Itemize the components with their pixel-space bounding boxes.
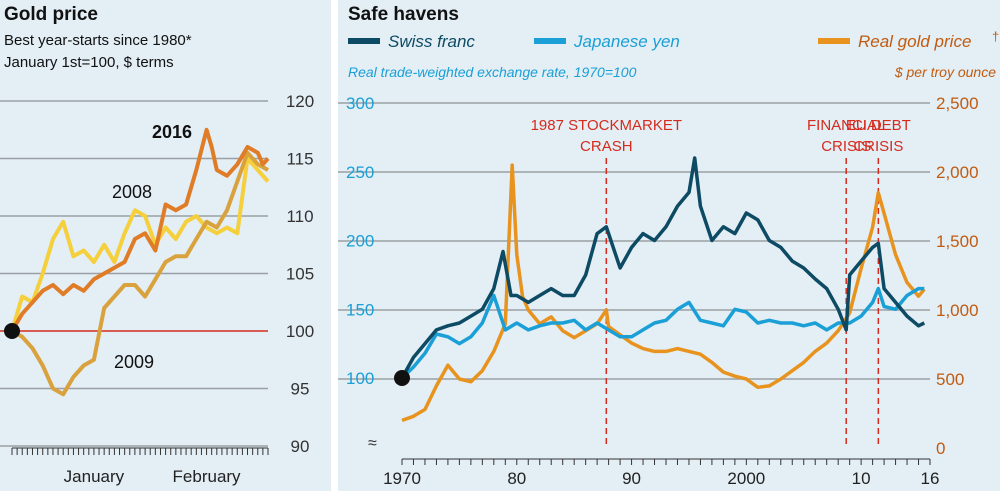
gold-price-subtitle-line1: Best year-starts since 1980* [4, 32, 192, 49]
right-axis-note: $ per troy ounce [894, 64, 996, 80]
legend-label: Real gold price [858, 32, 971, 51]
safe-series-line [400, 156, 926, 379]
safe-havens-chart: Safe havens Swiss franc Japanese yen Real … [338, 4, 999, 488]
legend-label: Swiss franc [388, 32, 475, 51]
gold-series-line [10, 127, 270, 333]
safe-havens-title: Safe havens [348, 4, 459, 25]
gold-y-tick-label: 100 [286, 322, 314, 341]
safe-series-line [400, 286, 925, 380]
gold-series-label: 2016 [152, 122, 192, 142]
safe-x-tick-label: 16 [921, 469, 940, 488]
safe-havens-panel: Safe havens Swiss franc Japanese yen Real … [338, 0, 1000, 491]
gold-price-title: Gold price [4, 4, 98, 25]
legend-label: Japanese yen [573, 32, 680, 51]
left-y-tick-label: 150 [346, 300, 374, 319]
gold-series-line [11, 150, 269, 397]
gold-series-line [10, 156, 270, 332]
left-y-tick-label: 100 [346, 369, 374, 388]
left-y-tick-label: 300 [346, 94, 374, 113]
right-y-tick-label: 0 [936, 439, 945, 458]
right-y-tick-label: 2,500 [936, 94, 979, 113]
gold-price-origin-dot [4, 323, 20, 339]
left-axis-note: Real trade-weighted exchange rate, 1970=… [348, 64, 637, 80]
gold-y-tick-label: 105 [286, 265, 314, 284]
legend-swatch [534, 38, 566, 44]
event-label-line2: CRISIS [821, 138, 871, 155]
safe-x-tick-label: 10 [852, 469, 871, 488]
gold-x-tick-label: January [64, 467, 125, 486]
gold-series-label: 2008 [112, 182, 152, 202]
right-y-tick-label: 2,000 [936, 163, 979, 182]
gold-price-panel: Gold price Best year-starts since 1980* … [0, 0, 331, 491]
legend-swatch [818, 38, 850, 44]
gold-y-tick-label: 110 [286, 207, 313, 226]
right-y-tick-label: 1,000 [936, 301, 979, 320]
gold-y-tick-label: 90 [291, 437, 310, 456]
event-label-line1: 1987 STOCKMARKET [531, 117, 682, 134]
legend-dagger: † [992, 29, 999, 44]
event-label-line2: CRASH [580, 138, 633, 155]
left-y-tick-label: 200 [346, 232, 374, 251]
gold-y-tick-label: 95 [291, 380, 310, 399]
event-label-line1: FINANCIAL [807, 117, 885, 134]
safe-havens-origin-dot [394, 370, 410, 386]
gold-y-tick-label: 120 [286, 92, 314, 111]
right-y-tick-label: 1,500 [936, 232, 979, 251]
safe-x-tick-label: 90 [622, 469, 641, 488]
event-label-line1: EU DEBT [846, 117, 911, 134]
safe-x-tick-label: 2000 [727, 469, 765, 488]
gold-price-subtitle-line2: January 1st=100, $ terms [4, 54, 174, 71]
gold-series-label: 2009 [114, 352, 154, 372]
legend-swatch [348, 38, 380, 44]
gold-price-chart: Gold price Best year-starts since 1980* … [0, 4, 314, 486]
axis-break-symbol: ≈ [368, 435, 377, 452]
safe-x-tick-label: 80 [507, 469, 526, 488]
gold-y-tick-label: 115 [286, 150, 313, 169]
safe-x-tick-label: 1970 [383, 469, 421, 488]
event-label-line2: CRISIS [853, 138, 903, 155]
right-y-tick-label: 500 [936, 370, 964, 389]
left-y-tick-label: 250 [346, 163, 374, 182]
gold-x-tick-label: February [173, 467, 242, 486]
